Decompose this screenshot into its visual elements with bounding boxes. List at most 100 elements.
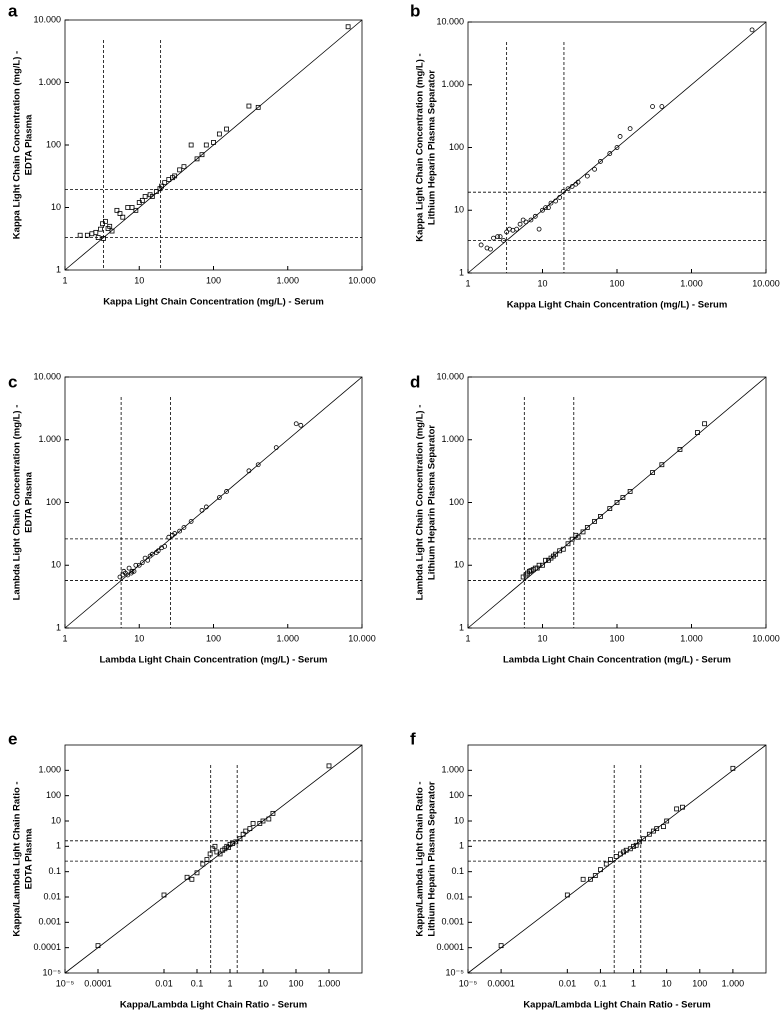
data-point bbox=[633, 842, 639, 848]
data-point bbox=[139, 197, 145, 203]
data-point bbox=[257, 821, 263, 826]
x-tick-label: 10.000 bbox=[348, 275, 376, 285]
y-tick-label: 1 bbox=[56, 841, 61, 851]
data-point bbox=[520, 217, 526, 223]
y-axis-label: EDTA Plasma bbox=[24, 114, 35, 175]
data-point bbox=[149, 194, 155, 199]
y-tick-label: 10⁻⁵ bbox=[446, 967, 465, 977]
data-point bbox=[592, 873, 598, 878]
x-tick-label: 0.1 bbox=[191, 978, 204, 988]
data-point bbox=[614, 145, 620, 150]
data-point bbox=[194, 870, 200, 876]
identity-line bbox=[64, 376, 363, 629]
data-point bbox=[199, 152, 205, 158]
data-point bbox=[565, 541, 571, 547]
y-axis-label: Kappa/Lambda Light Chain Ratio - bbox=[12, 781, 23, 936]
data-point bbox=[117, 211, 123, 216]
x-tick-label: 1.000 bbox=[276, 275, 299, 285]
x-tick-label: 100 bbox=[206, 633, 221, 643]
data-point bbox=[543, 205, 548, 211]
x-tick-label: 0.01 bbox=[155, 978, 173, 988]
data-point bbox=[614, 500, 620, 505]
data-point bbox=[246, 103, 252, 109]
data-point bbox=[120, 214, 126, 220]
data-point bbox=[142, 194, 148, 199]
data-point bbox=[142, 555, 148, 561]
data-point bbox=[646, 831, 652, 837]
data-point bbox=[226, 845, 231, 850]
data-point bbox=[172, 531, 178, 536]
data-point bbox=[674, 806, 680, 812]
identity-line bbox=[64, 19, 363, 271]
y-axis-label: Lithium Heparin Plasma Separator bbox=[427, 425, 438, 581]
data-point bbox=[211, 140, 216, 145]
x-tick-label: 1.000 bbox=[276, 633, 299, 643]
data-point bbox=[203, 504, 209, 510]
y-axis-label: Lithium Heparin Plasma Separator bbox=[427, 781, 438, 937]
data-point bbox=[501, 238, 506, 243]
data-point bbox=[345, 24, 351, 30]
y-tick-label: 10 bbox=[454, 815, 464, 825]
y-tick-label: 10 bbox=[454, 205, 464, 215]
y-tick-label: 1.000 bbox=[441, 765, 464, 775]
data-point bbox=[133, 207, 139, 213]
y-tick-label: 0.01 bbox=[446, 891, 464, 901]
plot-frame bbox=[64, 744, 363, 974]
data-point bbox=[627, 846, 633, 852]
data-point bbox=[194, 156, 200, 162]
y-axis-label: Kappa/Lambda Light Chain Ratio - bbox=[415, 781, 426, 936]
y-axis-label: EDTA Plasma bbox=[24, 828, 35, 889]
data-point bbox=[694, 430, 700, 436]
x-axis-label: Lambda Light Chain Concentration (mg/L) … bbox=[503, 655, 731, 666]
data-point bbox=[631, 843, 636, 849]
data-point bbox=[560, 188, 566, 194]
data-point bbox=[627, 489, 633, 494]
data-point bbox=[126, 565, 132, 571]
data-point bbox=[514, 226, 520, 232]
y-tick-label: 100 bbox=[449, 142, 464, 152]
data-point bbox=[532, 213, 538, 219]
panel-letter: d bbox=[410, 372, 420, 391]
x-tick-label: 1.000 bbox=[680, 278, 703, 288]
data-point bbox=[131, 568, 137, 574]
data-point bbox=[102, 218, 108, 224]
data-point bbox=[575, 534, 581, 540]
x-tick-label: 10⁻⁵ bbox=[459, 978, 478, 988]
identity-line bbox=[467, 744, 767, 974]
x-tick-label: 100 bbox=[609, 278, 624, 288]
data-point bbox=[153, 189, 159, 194]
data-point bbox=[93, 229, 99, 235]
data-point bbox=[540, 562, 545, 568]
data-point bbox=[650, 470, 655, 475]
x-tick-label: 1.000 bbox=[722, 978, 745, 988]
y-tick-label: 1 bbox=[56, 264, 61, 274]
data-point bbox=[528, 217, 534, 223]
data-point bbox=[548, 200, 554, 206]
data-point bbox=[636, 839, 642, 845]
data-point bbox=[650, 104, 655, 109]
data-point bbox=[189, 876, 195, 882]
x-tick-label: 1 bbox=[631, 978, 636, 988]
data-point bbox=[680, 804, 685, 810]
data-point bbox=[560, 546, 566, 552]
y-tick-label: 0.001 bbox=[441, 917, 464, 927]
data-point bbox=[598, 514, 603, 519]
data-point bbox=[255, 104, 261, 110]
x-axis-label: Lambda Light Chain Concentration (mg/L) … bbox=[100, 655, 328, 666]
data-point bbox=[702, 421, 708, 427]
y-tick-label: 10⁻⁵ bbox=[43, 967, 62, 977]
y-tick-label: 0.0001 bbox=[33, 942, 61, 952]
y-tick-label: 10 bbox=[51, 815, 61, 825]
x-tick-label: 10 bbox=[537, 278, 547, 288]
data-point bbox=[553, 198, 559, 204]
data-point bbox=[133, 562, 139, 568]
data-point bbox=[177, 167, 183, 173]
data-point bbox=[216, 131, 222, 137]
y-axis-label: EDTA Plasma bbox=[24, 471, 35, 532]
data-point bbox=[664, 818, 670, 824]
y-tick-label: 10.000 bbox=[436, 16, 464, 26]
data-point bbox=[162, 180, 168, 186]
data-point bbox=[184, 874, 190, 880]
